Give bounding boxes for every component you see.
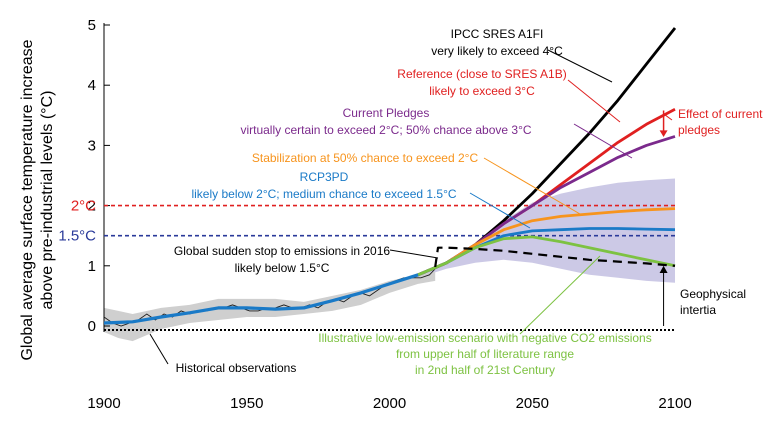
y-axis-label-line1: Global average surface temperature incre… (19, 39, 36, 360)
threshold-label-1: 1.5°C (58, 228, 96, 245)
leader-pledges (573, 123, 633, 159)
annotation-reference-sub: likely to exceed 3°C (429, 84, 535, 98)
annotation-effect-pledges-2: pledges (678, 123, 720, 137)
y-axis-label-line2: above pre-industrial levels (°C) (39, 91, 56, 310)
annotation-low-emission-2: from upper half of literature range (396, 347, 574, 361)
historical-range-band (104, 271, 436, 342)
leader-stabilization (483, 157, 581, 215)
annotation-a1fi-title: IPCC SRES A1FI (451, 27, 544, 41)
y-tick-label-5: 5 (88, 17, 96, 34)
effect-pledges-arrowhead (659, 130, 668, 137)
y-tick-label-2: 2 (88, 198, 96, 215)
threshold-label-0: 2°C (71, 198, 96, 215)
geophysical-arrowhead (659, 265, 668, 274)
annotation-low-emission-3: in 2nd half of 21st Century (415, 363, 555, 377)
x-tick-label-1900: 1900 (87, 395, 120, 412)
historical-smoothed-line (103, 273, 419, 325)
y-tick-label-4: 4 (88, 77, 96, 94)
annotation-effect-pledges-1: Effect of current (678, 107, 763, 121)
x-tick-label-1950: 1950 (230, 395, 263, 412)
annotation-historical: Historical observations (176, 361, 297, 375)
annotation-stabilization: Stabilization at 50% chance to exceed 2°… (252, 151, 479, 165)
leader-historical (149, 333, 169, 365)
leader-reference (567, 79, 621, 123)
annotation-low-emission-1: Illustrative low-emission scenario with … (318, 331, 651, 345)
annotation-reference-title: Reference (close to SRES A1B) (397, 67, 566, 81)
x-tick-label-2050: 2050 (516, 395, 549, 412)
effect-pledges-leader (665, 114, 673, 121)
annotation-a1fi-sub: very likely to exceed 4°C (431, 44, 563, 58)
series-line-5 (417, 235, 676, 277)
x-tick-label-2100: 2100 (658, 395, 691, 412)
annotation-sudden-stop-sub: likely below 1.5°C (235, 261, 330, 275)
annotation-rcp3pd-title: RCP3PD (300, 170, 349, 184)
y-tick-label-1: 1 (88, 258, 96, 275)
x-tick-label-2000: 2000 (373, 395, 406, 412)
annotation-pledges-sub: virtually certain to exceed 2°C; 50% cha… (240, 123, 531, 137)
leader-a1fi (547, 49, 613, 83)
annotation-pledges-title: Current Pledges (343, 106, 430, 120)
annotation-geophysical-1: Geophysical (680, 287, 746, 301)
leader-low-emission (519, 255, 601, 335)
leader-sudden-stop (389, 249, 439, 259)
annotation-sudden-stop-title: Global sudden stop to emissions in 2016 (174, 244, 390, 258)
annotation-rcp3pd-sub: likely below 2°C; medium chance to excee… (191, 187, 456, 201)
y-tick-label-3: 3 (88, 137, 96, 154)
annotation-geophysical-2: intertia (680, 303, 716, 317)
leader-rcp3pd (469, 192, 531, 229)
y-tick-label-0: 0 (88, 318, 96, 335)
plot-area: 0 1 2 3 4 5 1900 1950 2000 2050 2100 2°C 1.5°C (58, 17, 691, 412)
